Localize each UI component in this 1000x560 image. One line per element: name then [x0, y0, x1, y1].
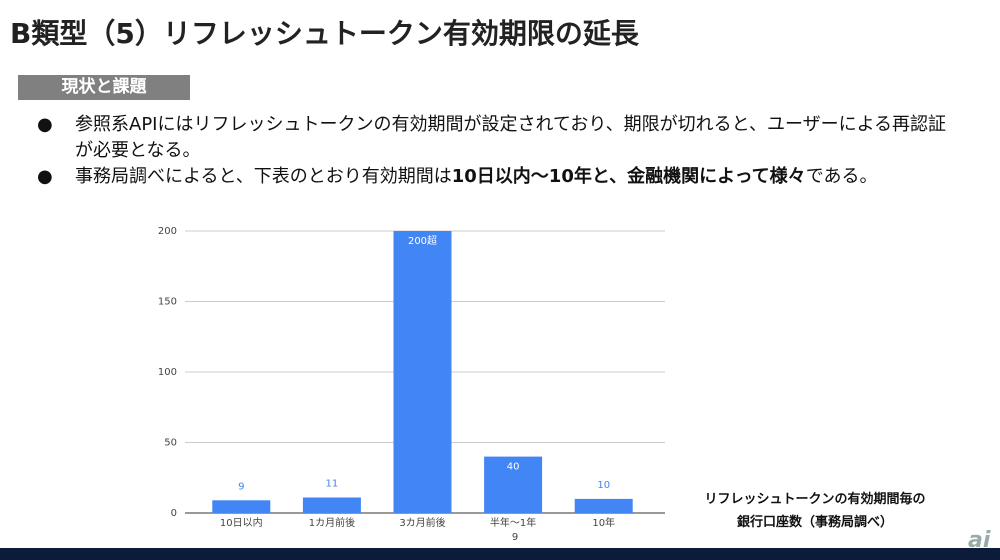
y-tick-label: 0 [171, 508, 177, 519]
bar [212, 500, 271, 513]
section-label: 現状と課題 [18, 75, 190, 100]
bullet-text: 参照系APIにはリフレッシュトークンの有効期間が設定されており、期限が切れると、… [75, 114, 947, 161]
bar [574, 498, 633, 513]
value-label: 40 [507, 462, 520, 473]
footer-bar [0, 548, 1000, 560]
x-tick-label: 半年～1年 [490, 516, 536, 529]
value-label: 10 [597, 480, 610, 491]
x-tick-label: 3カ月前後 [399, 516, 445, 529]
bar [484, 456, 543, 513]
bullet: ● 事務局調べによると、下表のとおり有効期間は10日以内〜10年と、金融機関によっ… [37, 164, 955, 190]
caption: リフレッシュトークンの有効期間毎の 銀行口座数（事務局調べ） [690, 488, 940, 534]
x-tick-label: 10年 [592, 516, 615, 529]
bullet: ● 参照系APIにはリフレッシュトークンの有効期間が設定されており、期限が切れると… [37, 112, 955, 164]
value-label: 11 [326, 478, 339, 489]
page-number: 9 [512, 532, 518, 543]
y-tick-label: 100 [158, 367, 177, 378]
bullet-bold: 10日以内〜10年と、金融機関によって様々 [451, 166, 806, 187]
x-tick-label: 10日以内 [220, 516, 263, 529]
caption-line: リフレッシュトークンの有効期間毎の [704, 492, 926, 507]
y-tick-label: 200 [158, 226, 177, 237]
value-label: 200超 [408, 234, 437, 247]
bullet-dot: ● [37, 166, 53, 187]
bullet-dot: ● [37, 114, 53, 135]
watermark: ai [968, 528, 991, 553]
bar [302, 497, 361, 513]
y-tick-label: 150 [158, 297, 177, 308]
bullet-text: である。 [805, 166, 878, 187]
bullet-text: 事務局調べによると、下表のとおり有効期間は [75, 166, 452, 187]
value-label: 9 [238, 481, 244, 492]
slide-title: B類型（5）リフレッシュトークン有効期限の延長 [10, 17, 639, 50]
x-tick-label: 1カ月前後 [309, 516, 355, 529]
bar [393, 231, 452, 513]
caption-line: 銀行口座数（事務局調べ） [736, 515, 893, 530]
y-tick-label: 50 [164, 438, 177, 449]
